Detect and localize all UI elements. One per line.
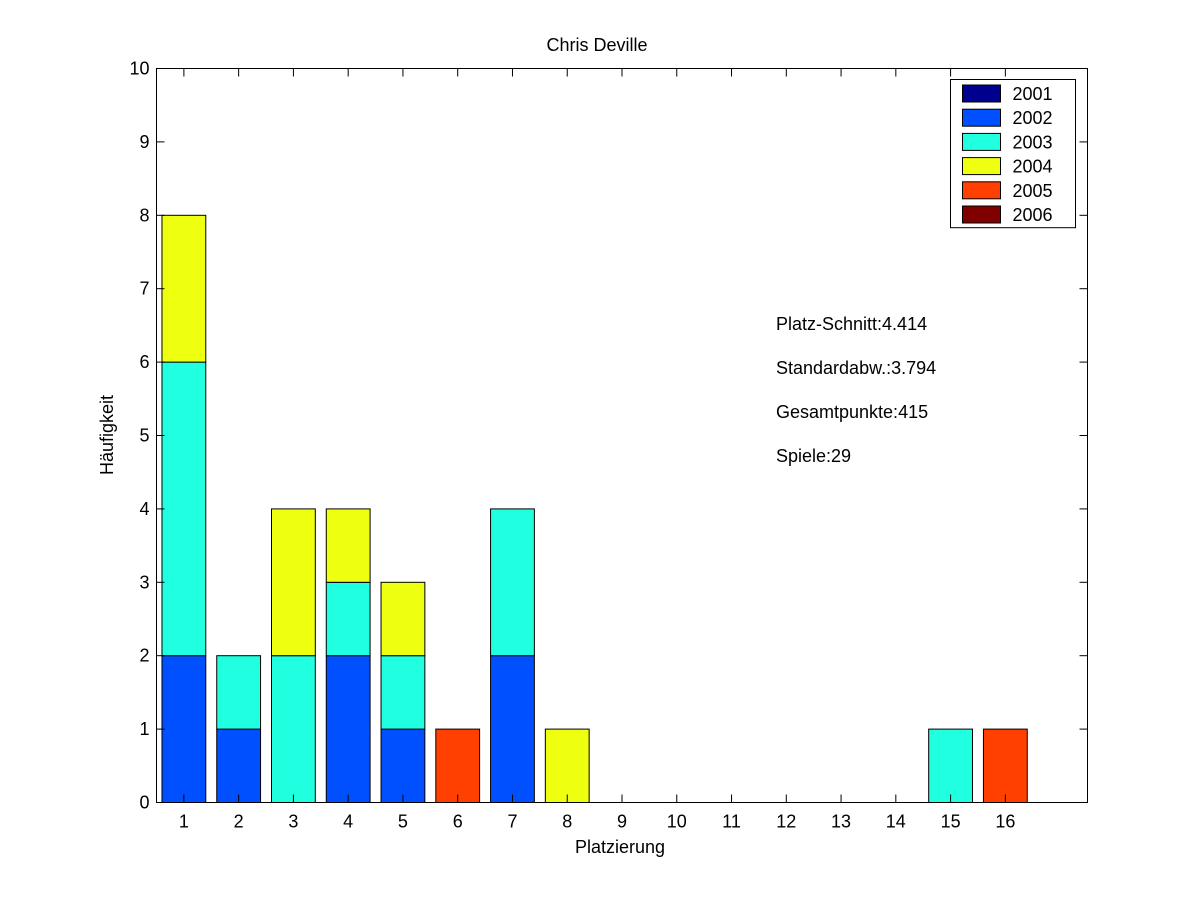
stats-annotation: Platz-Schnitt:4.414 — [776, 314, 927, 334]
legend-swatch-2003 — [962, 132, 1001, 151]
x-tick-label: 12 — [776, 812, 796, 832]
legend-label-2006: 2006 — [1013, 205, 1053, 225]
x-tick-label: 2 — [234, 812, 244, 832]
legend-label-2004: 2004 — [1013, 157, 1053, 177]
x-tick-label: 1 — [179, 812, 189, 832]
bar-segment-2003-place-2 — [216, 655, 262, 730]
legend-label-2001: 2001 — [1013, 84, 1053, 104]
legend-swatch-2004 — [962, 157, 1001, 176]
x-tick-label: 4 — [343, 812, 353, 832]
bar-segment-2002-place-1 — [161, 655, 207, 804]
bar-segment-2004-place-5 — [380, 581, 426, 657]
y-tick-label: 6 — [139, 352, 149, 372]
stats-annotation: Standardabw.:3.794 — [776, 358, 936, 378]
legend-label-2005: 2005 — [1013, 181, 1053, 201]
bar-segment-2005-place-6 — [435, 728, 481, 803]
x-tick-label: 8 — [562, 812, 572, 832]
x-tick-label: 7 — [507, 812, 517, 832]
legend-swatch-2005 — [962, 181, 1001, 200]
x-tick-label: 10 — [667, 812, 687, 832]
bar-segment-2004-place-3 — [271, 508, 316, 657]
y-tick-label: 4 — [139, 499, 149, 519]
y-tick-label: 9 — [139, 132, 149, 152]
y-tick-label: 7 — [139, 279, 149, 299]
stats-annotations: Platz-Schnitt:4.414 Standardabw.:3.794 Ges… — [776, 314, 936, 466]
y-tick-label: 3 — [139, 572, 149, 592]
bar-segment-2004-place-4 — [325, 508, 371, 583]
x-tick-label: 13 — [831, 812, 851, 832]
stats-annotation: Spiele:29 — [776, 446, 851, 466]
bar-segment-2003-place-4 — [325, 581, 371, 657]
legend: 2001 2002 2003 2004 2005 2006 — [950, 79, 1076, 229]
bar-segment-2002-place-2 — [216, 728, 262, 803]
legend-swatch-2002 — [962, 108, 1001, 127]
bars-layer — [161, 214, 1028, 804]
y-tick-label: 0 — [139, 793, 149, 813]
bar-segment-2003-place-5 — [380, 655, 426, 730]
bar-segment-2005-place-16 — [982, 728, 1028, 803]
bar-segment-2002-place-5 — [380, 728, 426, 803]
x-tick-label: 15 — [941, 812, 961, 832]
legend-swatch-2006 — [962, 205, 1001, 224]
bar-segment-2003-place-15 — [928, 728, 973, 803]
y-tick-label: 2 — [139, 646, 149, 666]
legend-swatch-2001 — [962, 84, 1001, 103]
x-tick-label: 16 — [995, 812, 1015, 832]
x-tick-label: 14 — [886, 812, 906, 832]
y-axis-label: Häufigkeit — [97, 395, 117, 475]
legend-box — [950, 79, 1076, 229]
legend-label-2003: 2003 — [1013, 132, 1053, 152]
bar-segment-2003-place-3 — [271, 655, 316, 804]
y-tick-label: 10 — [129, 59, 149, 79]
stats-annotation: Gesamtpunkte:415 — [776, 402, 928, 422]
x-tick-label: 5 — [398, 812, 408, 832]
y-tick-label: 5 — [139, 426, 149, 446]
x-tick-label: 6 — [453, 812, 463, 832]
bar-segment-2003-place-7 — [490, 508, 535, 657]
y-tick-label: 1 — [139, 719, 149, 739]
x-tick-label: 11 — [722, 812, 741, 832]
bar-segment-2003-place-1 — [161, 361, 207, 657]
x-tick-label: 9 — [617, 812, 627, 832]
bar-segment-2002-place-4 — [325, 655, 371, 804]
bar-segment-2004-place-1 — [161, 214, 207, 363]
bar-segment-2002-place-7 — [490, 655, 535, 804]
x-tick-label: 3 — [288, 812, 298, 832]
bar-segment-2004-place-8 — [544, 728, 590, 803]
y-tick-label: 8 — [139, 205, 149, 225]
legend-label-2002: 2002 — [1013, 108, 1053, 128]
chart-title: Chris Deville — [546, 35, 647, 55]
x-axis-label: Platzierung — [575, 837, 665, 857]
